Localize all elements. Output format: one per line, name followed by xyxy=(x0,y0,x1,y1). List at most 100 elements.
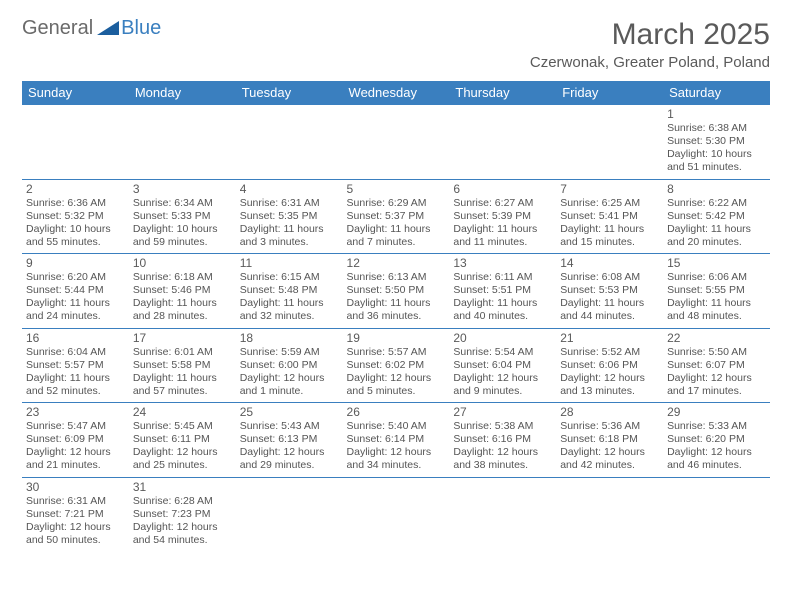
sunrise-text: Sunrise: 5:50 AM xyxy=(667,346,766,359)
calendar-week-row: 30Sunrise: 6:31 AMSunset: 7:21 PMDayligh… xyxy=(22,477,770,551)
day-number: 1 xyxy=(667,107,766,121)
calendar-week-row: 23Sunrise: 5:47 AMSunset: 6:09 PMDayligh… xyxy=(22,403,770,478)
daylight-text: Daylight: 12 hours and 13 minutes. xyxy=(560,372,659,398)
daylight-text: Daylight: 11 hours and 3 minutes. xyxy=(240,223,339,249)
day-number: 19 xyxy=(347,331,446,345)
daylight-text: Daylight: 12 hours and 42 minutes. xyxy=(560,446,659,472)
location: Czerwonak, Greater Poland, Poland xyxy=(530,54,770,71)
calendar-week-row: 9Sunrise: 6:20 AMSunset: 5:44 PMDaylight… xyxy=(22,254,770,329)
day-number: 8 xyxy=(667,182,766,196)
sunrise-text: Sunrise: 5:43 AM xyxy=(240,420,339,433)
sunset-text: Sunset: 7:23 PM xyxy=(133,508,232,521)
day-number: 24 xyxy=(133,405,232,419)
calendar-cell-empty xyxy=(236,477,343,551)
day-number: 26 xyxy=(347,405,446,419)
sunset-text: Sunset: 5:58 PM xyxy=(133,359,232,372)
daylight-text: Daylight: 12 hours and 54 minutes. xyxy=(133,521,232,547)
weekday-header: Wednesday xyxy=(343,81,450,105)
sunset-text: Sunset: 5:57 PM xyxy=(26,359,125,372)
calendar-body: 1Sunrise: 6:38 AMSunset: 5:30 PMDaylight… xyxy=(22,105,770,552)
day-number: 12 xyxy=(347,256,446,270)
calendar-cell: 22Sunrise: 5:50 AMSunset: 6:07 PMDayligh… xyxy=(663,328,770,403)
calendar-cell: 2Sunrise: 6:36 AMSunset: 5:32 PMDaylight… xyxy=(22,179,129,254)
sunset-text: Sunset: 5:48 PM xyxy=(240,284,339,297)
daylight-text: Daylight: 11 hours and 24 minutes. xyxy=(26,297,125,323)
day-number: 2 xyxy=(26,182,125,196)
calendar-cell: 19Sunrise: 5:57 AMSunset: 6:02 PMDayligh… xyxy=(343,328,450,403)
day-number: 13 xyxy=(453,256,552,270)
day-number: 17 xyxy=(133,331,232,345)
sunrise-text: Sunrise: 5:52 AM xyxy=(560,346,659,359)
calendar-cell: 29Sunrise: 5:33 AMSunset: 6:20 PMDayligh… xyxy=(663,403,770,478)
daylight-text: Daylight: 11 hours and 20 minutes. xyxy=(667,223,766,249)
sunrise-text: Sunrise: 6:11 AM xyxy=(453,271,552,284)
sunset-text: Sunset: 6:07 PM xyxy=(667,359,766,372)
sunset-text: Sunset: 5:50 PM xyxy=(347,284,446,297)
sunset-text: Sunset: 5:44 PM xyxy=(26,284,125,297)
calendar-cell: 31Sunrise: 6:28 AMSunset: 7:23 PMDayligh… xyxy=(129,477,236,551)
sunrise-text: Sunrise: 5:57 AM xyxy=(347,346,446,359)
sunrise-text: Sunrise: 6:28 AM xyxy=(133,495,232,508)
calendar-cell: 16Sunrise: 6:04 AMSunset: 5:57 PMDayligh… xyxy=(22,328,129,403)
sunrise-text: Sunrise: 6:13 AM xyxy=(347,271,446,284)
day-number: 30 xyxy=(26,480,125,494)
sunset-text: Sunset: 5:53 PM xyxy=(560,284,659,297)
calendar-cell-empty xyxy=(343,105,450,180)
calendar-cell-empty xyxy=(129,105,236,180)
daylight-text: Daylight: 12 hours and 29 minutes. xyxy=(240,446,339,472)
daylight-text: Daylight: 12 hours and 17 minutes. xyxy=(667,372,766,398)
sunrise-text: Sunrise: 6:20 AM xyxy=(26,271,125,284)
sunrise-text: Sunrise: 6:04 AM xyxy=(26,346,125,359)
calendar-cell: 23Sunrise: 5:47 AMSunset: 6:09 PMDayligh… xyxy=(22,403,129,478)
sunset-text: Sunset: 5:32 PM xyxy=(26,210,125,223)
sunrise-text: Sunrise: 6:25 AM xyxy=(560,197,659,210)
sunrise-text: Sunrise: 6:29 AM xyxy=(347,197,446,210)
day-number: 31 xyxy=(133,480,232,494)
calendar-week-row: 1Sunrise: 6:38 AMSunset: 5:30 PMDaylight… xyxy=(22,105,770,180)
day-number: 28 xyxy=(560,405,659,419)
day-number: 27 xyxy=(453,405,552,419)
sunrise-text: Sunrise: 6:38 AM xyxy=(667,122,766,135)
day-number: 11 xyxy=(240,256,339,270)
sunrise-text: Sunrise: 6:15 AM xyxy=(240,271,339,284)
day-number: 29 xyxy=(667,405,766,419)
sunset-text: Sunset: 5:41 PM xyxy=(560,210,659,223)
weekday-header: Sunday xyxy=(22,81,129,105)
day-number: 25 xyxy=(240,405,339,419)
daylight-text: Daylight: 11 hours and 32 minutes. xyxy=(240,297,339,323)
calendar-cell: 30Sunrise: 6:31 AMSunset: 7:21 PMDayligh… xyxy=(22,477,129,551)
calendar-cell: 5Sunrise: 6:29 AMSunset: 5:37 PMDaylight… xyxy=(343,179,450,254)
sunset-text: Sunset: 5:33 PM xyxy=(133,210,232,223)
sunset-text: Sunset: 5:30 PM xyxy=(667,135,766,148)
daylight-text: Daylight: 12 hours and 9 minutes. xyxy=(453,372,552,398)
daylight-text: Daylight: 12 hours and 38 minutes. xyxy=(453,446,552,472)
calendar-week-row: 16Sunrise: 6:04 AMSunset: 5:57 PMDayligh… xyxy=(22,328,770,403)
calendar-cell: 28Sunrise: 5:36 AMSunset: 6:18 PMDayligh… xyxy=(556,403,663,478)
day-number: 3 xyxy=(133,182,232,196)
calendar-cell: 26Sunrise: 5:40 AMSunset: 6:14 PMDayligh… xyxy=(343,403,450,478)
sunset-text: Sunset: 6:02 PM xyxy=(347,359,446,372)
daylight-text: Daylight: 12 hours and 1 minute. xyxy=(240,372,339,398)
daylight-text: Daylight: 12 hours and 46 minutes. xyxy=(667,446,766,472)
daylight-text: Daylight: 10 hours and 59 minutes. xyxy=(133,223,232,249)
daylight-text: Daylight: 10 hours and 51 minutes. xyxy=(667,148,766,174)
sunset-text: Sunset: 6:14 PM xyxy=(347,433,446,446)
calendar-cell-empty xyxy=(449,477,556,551)
sunset-text: Sunset: 6:04 PM xyxy=(453,359,552,372)
day-number: 15 xyxy=(667,256,766,270)
sunrise-text: Sunrise: 5:59 AM xyxy=(240,346,339,359)
weekday-header: Friday xyxy=(556,81,663,105)
calendar-table: SundayMondayTuesdayWednesdayThursdayFrid… xyxy=(22,81,770,551)
daylight-text: Daylight: 11 hours and 7 minutes. xyxy=(347,223,446,249)
calendar-cell-empty xyxy=(22,105,129,180)
calendar-cell: 15Sunrise: 6:06 AMSunset: 5:55 PMDayligh… xyxy=(663,254,770,329)
weekday-header-row: SundayMondayTuesdayWednesdayThursdayFrid… xyxy=(22,81,770,105)
sunrise-text: Sunrise: 6:31 AM xyxy=(240,197,339,210)
daylight-text: Daylight: 11 hours and 48 minutes. xyxy=(667,297,766,323)
daylight-text: Daylight: 11 hours and 15 minutes. xyxy=(560,223,659,249)
sunset-text: Sunset: 5:35 PM xyxy=(240,210,339,223)
calendar-cell: 17Sunrise: 6:01 AMSunset: 5:58 PMDayligh… xyxy=(129,328,236,403)
daylight-text: Daylight: 12 hours and 34 minutes. xyxy=(347,446,446,472)
sunrise-text: Sunrise: 5:38 AM xyxy=(453,420,552,433)
sunrise-text: Sunrise: 5:54 AM xyxy=(453,346,552,359)
